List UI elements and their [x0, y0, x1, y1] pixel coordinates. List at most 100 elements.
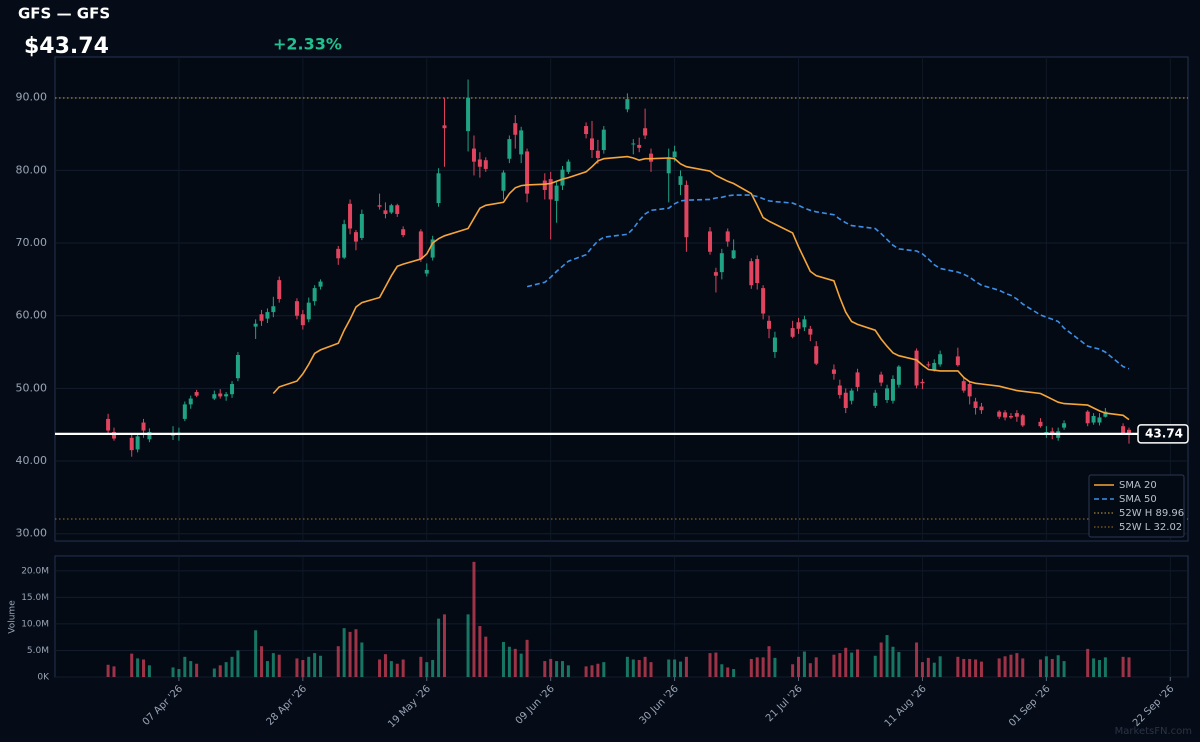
legend-label: SMA 20: [1119, 480, 1157, 491]
candle-body: [584, 126, 589, 135]
volume-tick-label: 5.0M: [27, 646, 49, 656]
candle-body: [802, 319, 807, 328]
volume-bar: [212, 668, 216, 677]
last-price-label: 43.74: [1145, 426, 1183, 440]
volume-bar: [472, 561, 476, 677]
candle-body: [1014, 413, 1019, 417]
candle-body: [643, 128, 648, 136]
volume-bar: [814, 657, 818, 677]
candle-body: [796, 322, 801, 329]
candle-body: [601, 129, 606, 151]
candle-body: [525, 151, 530, 194]
candle-body: [708, 231, 713, 252]
volume-bar: [850, 652, 854, 677]
candle-body: [885, 388, 890, 401]
y-tick-label: 60.00: [16, 309, 48, 322]
candle-body: [719, 253, 724, 273]
volume-bar: [932, 662, 936, 677]
volume-bar: [301, 660, 305, 677]
volume-bar: [755, 657, 759, 677]
candle-body: [1062, 423, 1067, 428]
volume-tick-label: 15.0M: [21, 593, 49, 603]
candle-body: [625, 99, 630, 110]
candle-body: [265, 312, 270, 319]
volume-bar: [873, 655, 877, 677]
volume-panel: [54, 555, 1189, 678]
candle-body: [471, 148, 476, 162]
volume-bar: [336, 646, 340, 677]
candle-body: [112, 431, 117, 439]
volume-bar: [838, 653, 842, 677]
candle-body: [395, 205, 400, 214]
candle-body: [1085, 411, 1090, 424]
candle-body: [637, 144, 642, 148]
candle-body: [631, 143, 636, 145]
candle-body: [1097, 417, 1102, 423]
volume-bar: [171, 667, 175, 677]
volume-bar: [442, 614, 446, 677]
volume-bar: [348, 631, 352, 677]
volume-bar: [566, 665, 570, 677]
volume-bar: [277, 654, 281, 677]
legend-label: 52W H 89.96: [1119, 508, 1184, 519]
candle-body: [767, 320, 772, 329]
volume-bar: [195, 663, 199, 677]
candle-body: [997, 411, 1002, 417]
volume-bar: [142, 659, 146, 677]
volume-bar: [431, 660, 435, 677]
volume-bar: [726, 667, 730, 677]
volume-bar: [891, 646, 895, 677]
volume-bar: [1009, 654, 1013, 677]
candle-body: [436, 173, 441, 204]
candle-body: [306, 302, 311, 320]
volume-bar: [560, 661, 564, 677]
candle-body: [554, 185, 559, 201]
volume-bar: [1121, 656, 1125, 677]
y-tick-label: 70.00: [16, 236, 48, 249]
indicator-line: [272, 155, 1130, 421]
candle-body: [235, 354, 240, 379]
candle-body: [678, 176, 683, 185]
candle-body: [932, 362, 937, 371]
candle-body: [359, 213, 364, 238]
candle-body: [772, 337, 777, 353]
volume-bar: [926, 657, 930, 677]
candle-body: [141, 422, 146, 431]
volume-bar: [584, 666, 588, 677]
candle-body: [312, 288, 317, 302]
y-tick-label: 30.00: [16, 527, 48, 540]
candle-body: [483, 160, 488, 169]
volume-bar: [1127, 657, 1131, 677]
last-price-box: [1137, 424, 1189, 444]
volume-bar: [590, 665, 594, 677]
candle-body: [271, 306, 276, 313]
price-panel: [54, 56, 1189, 542]
volume-bar: [1086, 648, 1090, 677]
candle-body: [300, 314, 305, 326]
candle-body: [342, 224, 347, 258]
volume-bar: [979, 661, 983, 677]
candle-body: [649, 153, 654, 162]
volume-bar: [708, 653, 712, 677]
volume-bar: [147, 665, 151, 677]
candle-body: [896, 366, 901, 385]
candle-body: [129, 437, 134, 451]
candle-body: [389, 205, 394, 213]
volume-bar: [956, 656, 960, 677]
candle-body: [589, 138, 594, 151]
candle-body: [731, 250, 736, 259]
volume-bar: [543, 661, 547, 677]
volume-bar: [378, 659, 382, 677]
volume-bar: [484, 636, 488, 677]
volume-bar: [714, 652, 718, 677]
y-tick-label: 50.00: [16, 381, 48, 394]
volume-bar: [749, 658, 753, 677]
price-change: +2.33%: [273, 35, 342, 54]
candle-body: [1121, 426, 1126, 434]
candle-body: [672, 151, 677, 158]
legend-label: SMA 50: [1119, 494, 1157, 505]
candle-body: [194, 392, 199, 396]
volume-bar: [106, 664, 110, 677]
candle-body: [808, 328, 813, 335]
